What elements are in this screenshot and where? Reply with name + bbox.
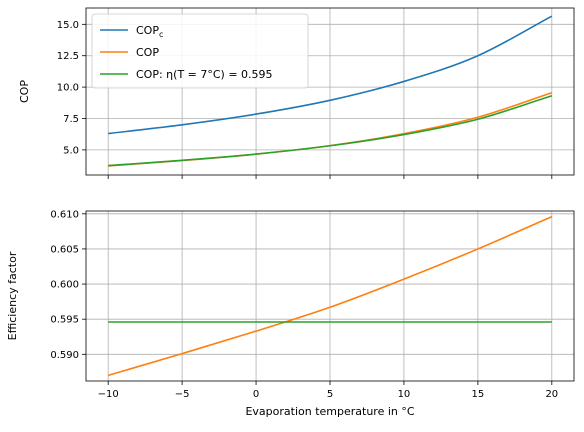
series-line-0 [108,15,553,135]
y-axis-label: COP [18,80,31,103]
y-tick-label: 0.590 [50,350,79,361]
y-tick-label: 0.595 [50,315,79,326]
x-axis-label: Evaporation temperature in °C [245,405,414,418]
top-panel-cop: 5.0 7.5 10.0 12.5 15.0 COP COPc COP COP: η(T = 7… [18,7,575,179]
x-tick-label: −10 [98,389,119,400]
y-tick-label: 0.600 [50,280,79,291]
y-tick-label: 10.0 [57,83,79,94]
x-tick-label: 20 [545,389,558,400]
bottom-panel-efficiency: −10 −5 0 5 10 15 20 0.590 0.595 0.600 0.605 0.610 Ef… [6,209,575,418]
legend: COPc COP COP: η(T = 7°C) = 0.595 [91,13,309,89]
y-tick-label: 5.0 [63,145,79,156]
x-tick-label: 10 [398,389,411,400]
legend-box [91,13,309,89]
x-tick-label: 15 [472,389,485,400]
legend-entry-1: COP [136,46,159,59]
series-line-2 [108,95,553,167]
y-tick-label: 12.5 [57,51,79,62]
y-tick-label: 0.605 [50,244,79,255]
legend-entry-2: COP: η(T = 7°C) = 0.595 [136,68,273,81]
y-tick-label: 7.5 [63,114,79,125]
x-tick-label: 5 [327,389,333,400]
series-line-0 [107,215,553,377]
x-tick-label: 0 [253,389,259,400]
x-tick-label: −5 [175,389,190,400]
legend-entry-0: COPc [136,24,163,39]
y-tick-label: 0.610 [50,209,79,220]
y-axis-label: Efficiency factor [6,251,19,340]
y-tick-label: 15.0 [57,20,79,31]
